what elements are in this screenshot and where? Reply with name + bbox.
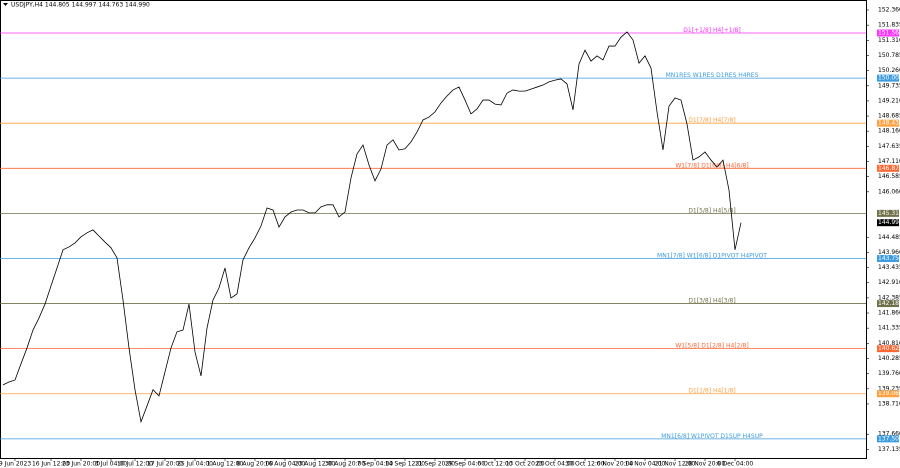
price-box — [877, 74, 899, 82]
price-box-label: 142.188 — [878, 300, 900, 307]
level-name: W1[7/8] D1[6/8] H4[6/8] — [675, 162, 748, 169]
y-tick-label: 139.235 — [878, 385, 900, 392]
x-tick-label: 6 Nov 20:00 — [597, 461, 634, 468]
level-name: D1[3/8] H4[3/8] — [688, 298, 735, 305]
price-box-label: 139.063 — [878, 390, 900, 397]
y-tick-label: 149.735 — [878, 82, 900, 89]
x-tick-label: 6 Oct 12:00 — [477, 461, 512, 468]
y-tick-label: 138.710 — [878, 400, 900, 407]
plot-frame — [0, 0, 867, 459]
level-name: W1[5/8] D1[2/8] H4[2/8] — [675, 343, 748, 350]
y-tick-label: 137.660 — [878, 431, 900, 438]
level-name: MN1RES W1RES D1RES H4RES — [666, 72, 759, 79]
y-tick-label: 142.910 — [878, 279, 900, 286]
price-box-label: 150.000 — [878, 75, 900, 82]
y-tick-label: 149.210 — [878, 97, 900, 104]
level-name: MN1[6/8] W1PIVOT D1SUP H4SUP — [661, 433, 763, 440]
price-box — [877, 254, 899, 262]
x-tick-label: 29 Sep 04:00 — [445, 461, 485, 468]
chart-title: USDJPY,H4 144.805 144.997 144.763 144.99… — [11, 2, 150, 9]
y-tick-label: 143.435 — [878, 264, 900, 271]
x-tick-label: 10 Jul 12:00 — [117, 461, 153, 468]
y-tick-label: 144.485 — [878, 234, 900, 241]
price-box-label: 146.875 — [878, 165, 900, 172]
y-tick-label: 151.835 — [878, 22, 900, 29]
menu-icon[interactable] — [3, 3, 8, 6]
x-tick-label: 8 Aug 20:00 — [237, 461, 274, 468]
price-box-label: 145.313 — [878, 210, 900, 217]
last-price-label: 144.990 — [878, 219, 900, 226]
y-tick-label: 146.585 — [878, 173, 900, 180]
x-tick-label: 14 Sep 12:00 — [385, 461, 425, 468]
price-box — [877, 29, 899, 37]
price-box — [877, 390, 899, 398]
y-tick-label: 137.135 — [878, 446, 900, 453]
level-name: D1[7/8] H4[7/8] — [688, 117, 735, 124]
y-tick-label: 150.785 — [878, 52, 900, 59]
price-box-label: 151.563 — [878, 30, 900, 37]
x-tick-label: 7 Sep 04:00 — [357, 461, 393, 468]
y-tick-label: 152.360 — [878, 7, 900, 14]
y-tick-label: 140.285 — [878, 355, 900, 362]
price-box — [877, 119, 899, 127]
y-tick-label: 140.810 — [878, 340, 900, 347]
y-tick-label: 141.860 — [878, 310, 900, 317]
x-tick-label: 9 Jun 2023 — [0, 461, 31, 468]
x-tick-label: 30 Oct 12:00 — [565, 461, 604, 468]
x-tick-label: 23 Aug 12:00 — [295, 461, 336, 468]
y-tick-label: 146.060 — [878, 188, 900, 195]
price-box-label: 143.750 — [878, 255, 900, 262]
x-tick-label: 23 Oct 04:00 — [535, 461, 574, 468]
y-tick-label: 148.160 — [878, 128, 900, 135]
last-price-box — [877, 219, 899, 227]
price-box — [877, 164, 899, 172]
x-tick-label: 21 Nov 12:00 — [655, 461, 696, 468]
level-name: D1[1/8] H4[1/8] — [688, 388, 735, 395]
price-box — [877, 435, 899, 443]
y-tick-label: 139.760 — [878, 370, 900, 377]
y-tick-label: 147.635 — [878, 143, 900, 150]
y-tick-label: 148.685 — [878, 113, 900, 120]
level-name: D1[5/8] H4[5/8] — [688, 207, 735, 214]
price-box-label: 137.500 — [878, 435, 900, 442]
x-tick-label: 1 Aug 12:00 — [207, 461, 244, 468]
y-tick-label: 143.960 — [878, 249, 900, 256]
y-tick-label: 147.110 — [878, 158, 900, 165]
price-box-label: 140.625 — [878, 345, 900, 352]
y-tick-label: 141.335 — [878, 325, 900, 332]
x-tick-label: 6 Dec 04:00 — [717, 461, 754, 468]
level-name: D1[+1/8] H4[+1/8] — [683, 27, 740, 34]
x-tick-label: 28 Nov 20:00 — [685, 461, 726, 468]
x-tick-label: 16 Jun 12:00 — [32, 461, 70, 468]
price-box-label: 148.438 — [878, 120, 900, 127]
price-box — [877, 345, 899, 353]
x-tick-label: 21 Sep 20:00 — [415, 461, 455, 468]
x-tick-label: 3 Jul 04:00 — [95, 461, 127, 468]
price-line — [2, 31, 742, 424]
price-box — [877, 209, 899, 217]
level-name: MN1[7/8] W1[6/8] D1PIVOT H4PIVOT — [657, 252, 767, 259]
y-tick-label: 142.385 — [878, 294, 900, 301]
y-tick-label: 151.310 — [878, 37, 900, 44]
price-box — [877, 300, 899, 308]
y-tick-label: 150.260 — [878, 67, 900, 74]
x-tick-label: 16 Aug 04:00 — [265, 461, 306, 468]
x-tick-label: 25 Jul 04:00 — [177, 461, 213, 468]
x-tick-label: 14 Nov 04:00 — [625, 461, 666, 468]
x-tick-label: 23 Jun 20:00 — [62, 461, 100, 468]
x-tick-label: 30 Aug 20:00 — [325, 461, 366, 468]
x-tick-label: 13 Oct 20:00 — [505, 461, 544, 468]
x-tick-label: 17 Jul 20:00 — [147, 461, 183, 468]
